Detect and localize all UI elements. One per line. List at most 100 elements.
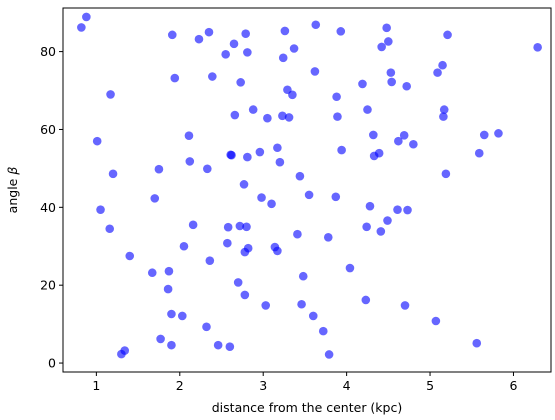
data-point <box>150 194 160 203</box>
y-axis-label-text: angle <box>5 178 20 213</box>
data-point <box>156 334 165 344</box>
data-point <box>188 220 198 230</box>
data-point <box>257 193 266 202</box>
data-point <box>365 201 375 211</box>
data-point <box>362 222 371 232</box>
data-point <box>248 105 258 114</box>
data-point <box>177 311 187 321</box>
data-point <box>358 79 367 89</box>
points-layer <box>77 12 542 359</box>
data-point <box>125 251 135 261</box>
data-point <box>164 266 174 276</box>
x-ticks: 1 2 3 4 5 6 <box>92 372 517 393</box>
data-point <box>179 241 189 251</box>
data-point <box>399 131 409 140</box>
data-point <box>243 48 252 57</box>
data-point <box>263 113 272 123</box>
data-point <box>235 221 245 231</box>
data-point <box>96 205 105 214</box>
data-point <box>308 311 318 321</box>
x-axis-label: distance from the center (kpc) <box>212 400 402 415</box>
data-point <box>205 256 215 265</box>
data-point <box>92 136 102 146</box>
data-point <box>443 30 452 40</box>
data-point <box>332 92 341 102</box>
data-point <box>386 68 396 77</box>
data-point <box>284 113 294 122</box>
data-point <box>439 105 449 114</box>
data-point <box>438 60 447 70</box>
y-tick-label: 0 <box>48 356 56 371</box>
data-point <box>240 290 250 300</box>
data-point <box>382 23 391 33</box>
data-point <box>194 34 204 44</box>
data-point <box>261 301 271 310</box>
data-point <box>409 139 418 149</box>
data-point <box>295 171 305 181</box>
data-point <box>241 29 250 38</box>
data-point <box>106 90 115 99</box>
data-point <box>278 53 288 63</box>
data-point <box>147 268 157 278</box>
data-point <box>323 233 333 242</box>
data-point <box>288 90 297 100</box>
data-point <box>227 150 236 160</box>
data-point <box>267 199 276 209</box>
data-point <box>243 152 252 162</box>
x-tick-label: 5 <box>426 378 434 393</box>
data-point <box>393 205 402 214</box>
data-point <box>310 67 320 76</box>
y-tick-label: 60 <box>40 122 56 137</box>
x-tick-label: 2 <box>176 378 184 393</box>
data-point <box>304 190 314 200</box>
y-tick-label: 40 <box>40 200 56 215</box>
data-point <box>474 148 484 158</box>
data-point <box>120 346 130 355</box>
data-point <box>384 37 393 46</box>
data-point <box>239 180 249 189</box>
data-point <box>374 148 384 158</box>
data-point <box>278 111 287 121</box>
data-point <box>533 43 542 52</box>
data-point <box>202 322 211 332</box>
data-point <box>441 169 451 179</box>
data-point <box>479 130 489 140</box>
data-point <box>225 342 235 352</box>
data-point <box>289 44 299 53</box>
data-point <box>203 164 212 174</box>
data-point <box>185 157 195 166</box>
data-point <box>439 112 448 121</box>
data-point <box>383 216 392 225</box>
y-axis-label-symbol: β <box>5 167 20 176</box>
data-point <box>255 147 265 157</box>
data-point <box>213 340 223 350</box>
data-point <box>82 12 91 22</box>
data-point <box>318 326 328 336</box>
data-point <box>184 131 194 140</box>
data-point <box>403 205 412 215</box>
data-point <box>387 77 396 87</box>
data-point <box>376 227 386 236</box>
data-point <box>221 50 230 59</box>
data-point <box>236 78 245 87</box>
data-point <box>337 145 346 155</box>
data-point <box>273 143 282 153</box>
data-point <box>345 263 355 273</box>
x-tick-label: 6 <box>509 378 517 393</box>
data-point <box>275 157 285 167</box>
data-point <box>333 112 342 121</box>
data-point <box>167 309 176 319</box>
data-point <box>293 229 302 239</box>
plot-area <box>63 8 551 372</box>
x-tick-label: 1 <box>92 378 100 393</box>
data-point <box>108 169 118 179</box>
data-point <box>431 316 441 326</box>
data-point <box>361 295 371 305</box>
data-point <box>233 278 243 287</box>
data-point <box>369 130 378 140</box>
data-point <box>363 105 372 114</box>
data-point <box>242 222 251 232</box>
x-tick-label: 3 <box>259 378 267 393</box>
data-point <box>163 284 173 294</box>
